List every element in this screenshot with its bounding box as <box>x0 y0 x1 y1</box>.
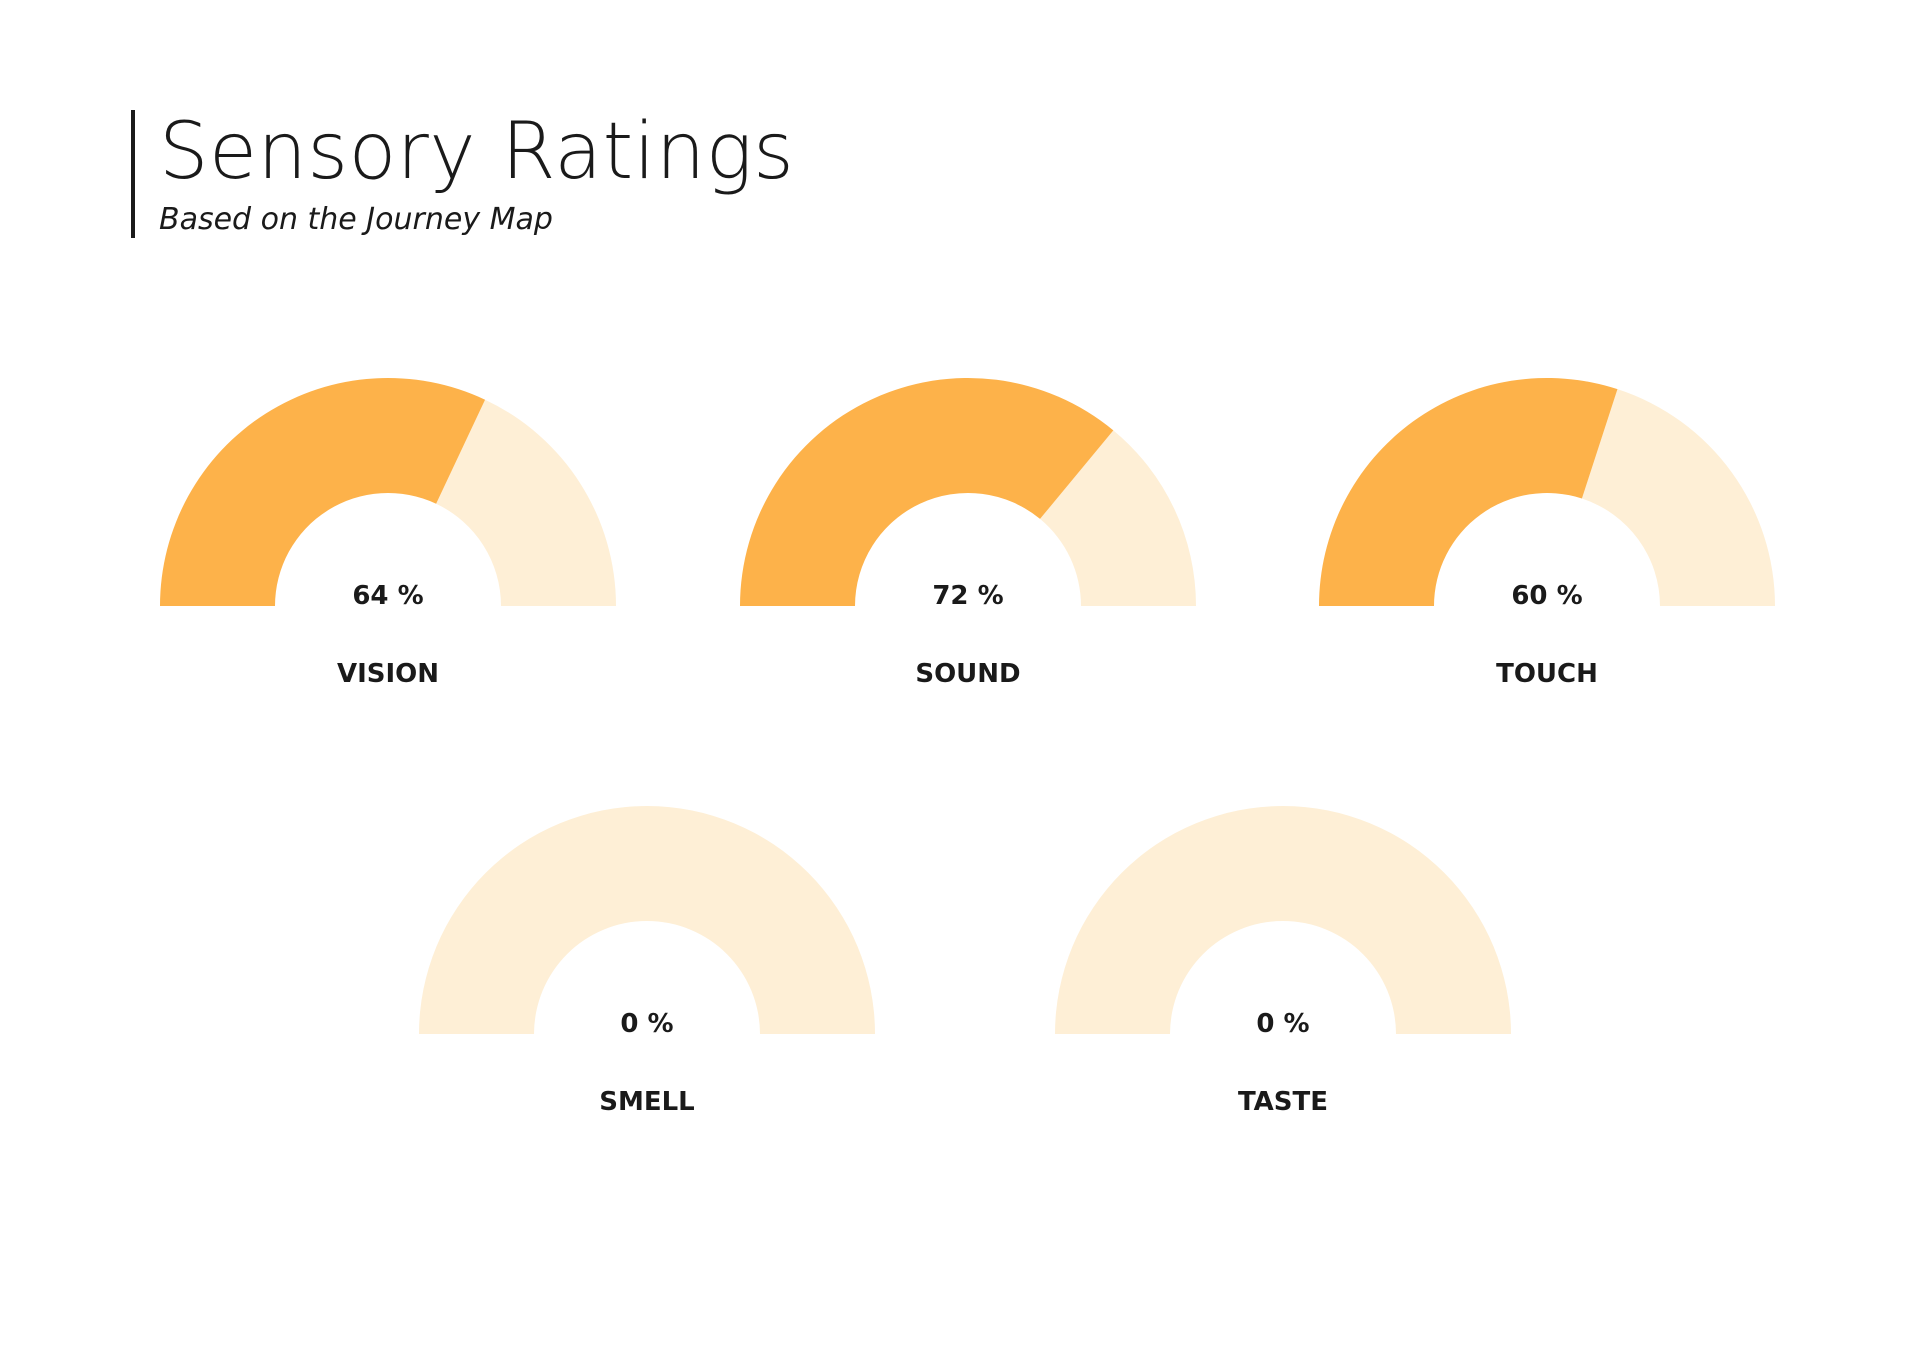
gauge-fill-sound <box>740 377 1114 606</box>
gauge-label-smell: SMELL <box>599 1087 695 1117</box>
gauge-label-touch: TOUCH <box>1496 659 1598 689</box>
header: Sensory Ratings Based on the Journey Map <box>131 110 794 238</box>
page-subtitle: Based on the Journey Map <box>159 202 553 237</box>
gauge-track-vision <box>436 399 616 606</box>
gauge-value-smell: 0 % <box>620 1009 673 1039</box>
gauge-value-vision: 64 % <box>352 581 423 611</box>
gauge-value-sound: 72 % <box>932 581 1003 611</box>
gauge-track-smell <box>419 806 875 1034</box>
gauge-sound: 72 % SOUND <box>740 377 1196 689</box>
gauge-label-sound: SOUND <box>915 659 1020 689</box>
gauge-value-taste: 0 % <box>1256 1009 1309 1039</box>
gauge-vision: 64 % VISION <box>160 377 616 689</box>
gauge-taste: 0 % TASTE <box>1055 806 1511 1117</box>
gauge-fill-vision <box>160 377 486 606</box>
gauge-value-touch: 60 % <box>1511 581 1582 611</box>
gauge-track-taste <box>1055 806 1511 1034</box>
gauge-smell: 0 % SMELL <box>419 806 875 1117</box>
gauge-fill-touch <box>1319 377 1618 606</box>
gauge-label-vision: VISION <box>337 659 439 689</box>
page-title: Sensory Ratings <box>159 107 795 197</box>
gauge-track-touch <box>1581 389 1775 606</box>
gauge-track-sound <box>1040 430 1196 606</box>
gauge-label-taste: TASTE <box>1238 1087 1328 1117</box>
gauge-touch: 60 % TOUCH <box>1319 377 1775 689</box>
